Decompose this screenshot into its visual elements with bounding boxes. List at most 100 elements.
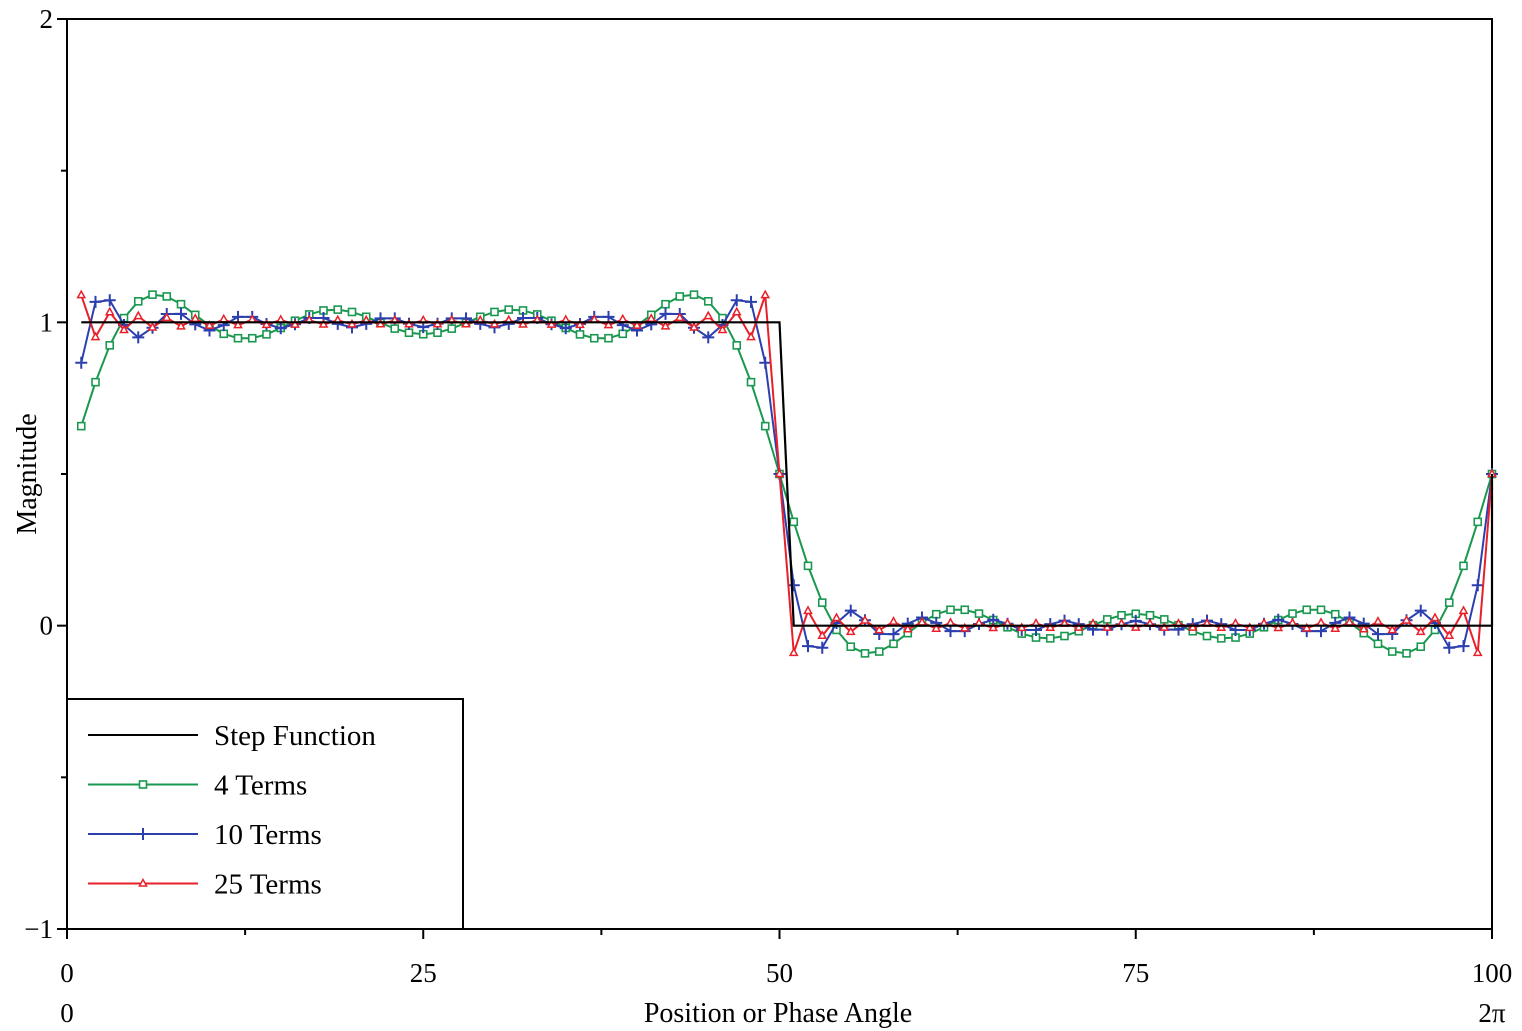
data-point-square [133,297,143,306]
data-point-square [746,377,756,387]
data-point-triangle [147,322,158,331]
x-axis-title: Position or Phase Angle [644,998,912,1029]
y-tick-label: 2 [40,4,54,34]
data-point-triangle [674,312,685,322]
data-point-triangle [959,622,970,632]
data-point-triangle [1273,622,1284,632]
legend-items: Step Function 4 Terms 10 Terms 25 Terms [88,720,376,901]
series-line [80,293,1493,655]
data-point-square [91,377,100,387]
data-point-triangle [1159,622,1170,631]
data-point-square [433,328,442,338]
data-point-square [1145,610,1155,620]
data-point-triangle [1430,612,1440,622]
legend-box [66,698,464,930]
data-point-square [148,290,157,299]
data-point-plus [1372,628,1384,641]
series-line [81,321,1494,627]
legend-item: Step Function [88,720,376,752]
series-layer [75,289,1498,658]
data-point-square [874,647,884,656]
data-point-square [960,605,970,615]
data-point-square [333,305,343,314]
data-point-square [618,329,628,339]
data-point-triangle [1330,623,1341,632]
x-tick-label: 75 [1122,958,1149,988]
data-point-square [1316,605,1326,615]
data-point-triangle [461,318,471,328]
data-point-plus [274,322,287,335]
data-point-square [1216,634,1226,643]
data-point-triangle [76,289,87,299]
data-point-square [889,639,898,649]
data-point-triangle [176,320,186,330]
data-point-triangle [746,331,756,341]
data-point-square [76,421,86,431]
data-point-triangle [104,306,115,316]
data-point-square [233,333,243,343]
data-point-square [689,290,699,299]
x-secondary-label: 0 [60,998,74,1028]
data-point-triangle [1472,647,1483,657]
data-point-triangle [760,289,771,299]
data-point-triangle [546,319,557,328]
data-point-square [404,328,414,338]
data-point-square [661,299,670,309]
data-point-square [589,333,599,343]
data-point-plus [132,331,145,344]
data-point-square [1288,609,1297,618]
data-point-square [1416,642,1426,651]
data-point-square [390,324,400,333]
series-4-terms [76,290,1497,658]
data-point-square [789,517,799,527]
data-point-square [1159,615,1169,624]
data-point-triangle [518,318,528,328]
data-point-triangle [1130,622,1141,631]
data-point-square [176,299,186,309]
data-point-triangle [788,647,799,657]
data-point-triangle [860,614,870,624]
data-point-plus [802,640,814,653]
x-tick-label: 100 [1472,958,1513,988]
data-point-triangle [845,626,856,636]
y-tick-label: 1 [40,307,54,337]
data-point-triangle [603,319,614,329]
data-point-triangle [575,319,585,329]
data-point-square [803,561,813,571]
data-point-triangle [945,617,956,627]
data-point-triangle [1301,622,1312,632]
data-point-square [817,598,827,607]
data-point-plus [1443,641,1456,654]
legend-item: 4 Terms [88,770,307,802]
data-point-plus [559,322,572,335]
data-point-triangle [831,612,842,622]
data-point-triangle [489,318,500,328]
data-point-triangle [138,877,148,887]
data-point-square [504,305,514,314]
data-point-square [1387,647,1397,656]
data-point-square [1060,631,1069,641]
data-point-square [1330,609,1340,619]
legend-label: 25 Terms [214,869,322,901]
data-point-square [1459,561,1468,571]
data-point-triangle [375,318,386,328]
data-point-plus [1471,579,1484,592]
data-point-square [1473,517,1483,527]
data-point-square [138,780,148,789]
legend-item: 25 Terms [88,869,322,901]
legend-label: 4 Terms [214,770,307,802]
x-tick-label: 25 [410,958,437,988]
x-tick-label: 50 [766,958,793,988]
data-point-triangle [1401,614,1412,624]
data-point-triangle [817,630,828,640]
data-point-square [931,609,941,619]
data-point-square [604,333,613,343]
data-point-square [1045,634,1055,643]
data-point-triangle [888,616,899,625]
data-point-triangle [1316,617,1326,627]
data-point-square [1302,605,1312,615]
data-point-plus [944,625,957,638]
data-point-triangle [1358,623,1369,633]
data-point-triangle [1045,622,1056,631]
